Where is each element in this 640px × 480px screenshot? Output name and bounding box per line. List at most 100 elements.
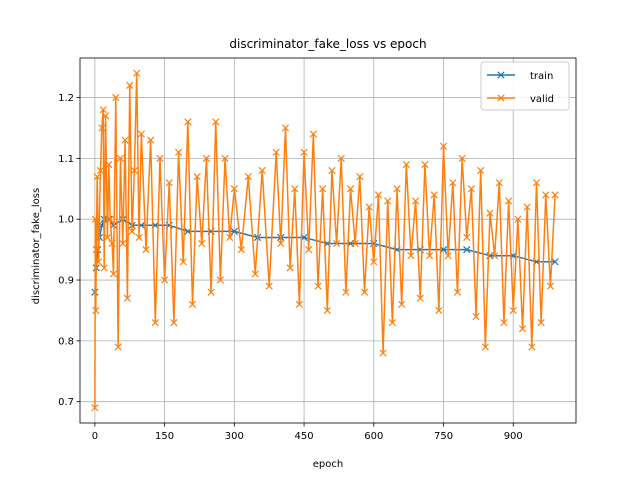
data-point-valid: [351, 239, 359, 248]
data-point-valid: [94, 258, 103, 266]
data-point-valid: [226, 233, 234, 242]
x-tick-label: 750: [434, 431, 453, 442]
data-point-valid: [425, 252, 434, 260]
data-point-valid: [281, 124, 290, 132]
data-point-valid: [105, 160, 113, 169]
data-point-valid: [504, 197, 513, 205]
data-point-valid: [393, 185, 401, 193]
data-point-valid: [388, 319, 397, 327]
x-tick-label: 300: [225, 431, 244, 442]
data-point-valid: [128, 227, 136, 235]
data-point-valid: [135, 233, 143, 242]
data-point-valid: [430, 191, 438, 199]
data-point-valid: [99, 106, 107, 114]
data-point-valid: [230, 185, 238, 193]
data-point-valid: [251, 270, 259, 278]
data-point-valid: [444, 252, 452, 260]
data-point-valid: [421, 160, 429, 169]
x-tick-label: 450: [295, 431, 314, 442]
data-point-valid: [477, 166, 485, 175]
data-point-valid: [160, 276, 169, 284]
data-point-valid: [193, 173, 201, 181]
x-tick-label: 150: [155, 431, 174, 442]
data-point-valid: [272, 148, 280, 156]
data-point-valid: [109, 270, 118, 278]
data-point-valid: [244, 173, 252, 181]
data-point-valid: [156, 154, 164, 162]
data-point-valid: [407, 252, 415, 260]
axes: 0 150 300 450 600 750 900 0.7 0.8 0.9 1.0 1.1 1.2: [58, 57, 577, 442]
legend-label-train: train: [530, 71, 553, 82]
x-tick-label: 600: [364, 431, 383, 442]
data-point-valid: [514, 215, 522, 223]
data-point-valid: [453, 288, 462, 296]
legend-label-valid: valid: [530, 94, 554, 105]
data-point-valid: [188, 300, 197, 308]
y-tick-label: 0.9: [58, 276, 74, 287]
data-point-valid: [216, 276, 225, 284]
data-point-valid: [93, 173, 101, 181]
data-point-valid: [495, 179, 503, 187]
data-point-valid: [486, 209, 494, 217]
data-point-valid: [92, 306, 100, 315]
data-point-valid: [342, 288, 350, 296]
data-point-valid: [237, 246, 245, 254]
data-point-valid: [528, 343, 536, 351]
data-point-valid: [332, 239, 341, 248]
data-point-valid: [202, 154, 211, 162]
legend: train valid: [480, 61, 570, 111]
data-point-train: [230, 227, 238, 235]
data-point-valid: [491, 252, 499, 260]
data-point-valid: [300, 148, 308, 156]
axes-frame: [79, 57, 577, 424]
chart-title: discriminator_fake_loss vs epoch: [229, 37, 426, 51]
data-point-valid: [356, 173, 364, 181]
plot-area: [91, 69, 559, 412]
data-point-valid: [174, 148, 183, 156]
data-point-valid: [481, 343, 489, 351]
data-point-valid: [106, 215, 114, 223]
data-point-valid: [337, 154, 345, 162]
data-point-valid: [323, 306, 331, 315]
data-point-valid: [295, 300, 304, 308]
data-point-valid: [314, 282, 322, 290]
data-point-valid: [165, 179, 173, 187]
data-point-valid: [286, 264, 294, 272]
legend-marker-train: [497, 71, 505, 79]
data-point-valid: [221, 154, 229, 162]
data-point-valid: [551, 191, 559, 199]
data-point-valid: [374, 191, 383, 199]
series-valid: [91, 69, 559, 412]
y-tick-label: 1.2: [58, 93, 74, 104]
data-point-valid: [212, 118, 220, 126]
data-point-valid: [398, 300, 406, 308]
data-point-valid: [346, 185, 355, 193]
data-point-valid: [130, 166, 139, 175]
data-point-valid: [523, 203, 531, 211]
data-point-valid: [402, 160, 410, 169]
data-point-valid: [133, 69, 141, 77]
data-point-valid: [137, 130, 145, 138]
data-point-valid: [184, 118, 192, 126]
data-point-valid: [379, 349, 387, 357]
data-point-valid: [463, 233, 471, 242]
data-point-valid: [179, 258, 187, 266]
data-point-valid: [121, 136, 129, 144]
data-point-valid: [472, 312, 480, 321]
data-point-valid: [319, 185, 327, 193]
data-point-valid: [309, 130, 317, 138]
data-point-valid: [98, 124, 106, 132]
data-point-valid: [542, 191, 550, 199]
data-point-valid: [384, 197, 392, 205]
data-point-valid: [116, 154, 125, 162]
data-point-valid: [126, 81, 134, 89]
data-point-valid: [537, 319, 545, 327]
data-point-valid: [101, 112, 110, 120]
series-line-valid: [94, 72, 556, 408]
data-point-valid: [500, 319, 508, 327]
data-point-valid: [360, 288, 369, 296]
data-point-valid: [151, 319, 159, 327]
y-tick-label: 0.7: [58, 397, 74, 408]
data-point-valid: [265, 282, 273, 290]
